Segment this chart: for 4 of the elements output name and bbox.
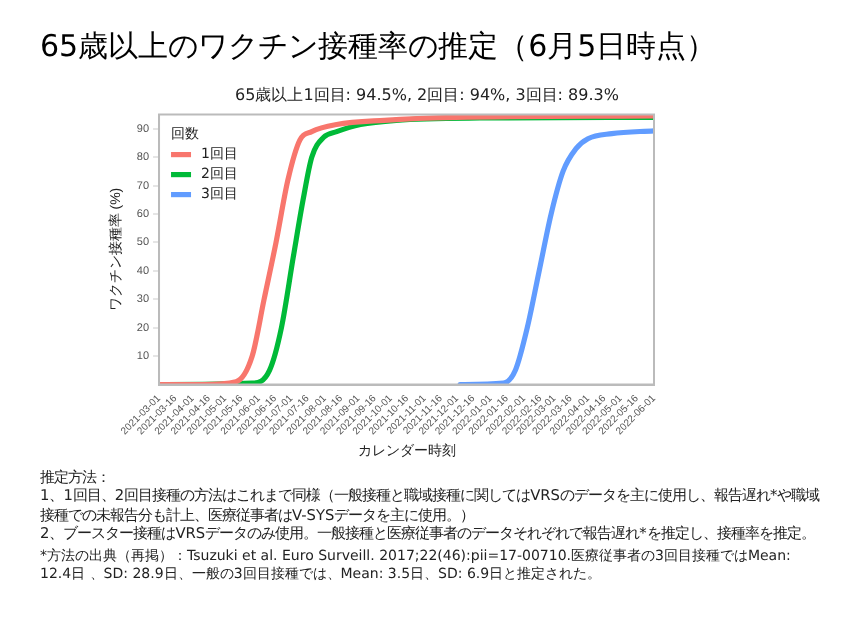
line-series — [159, 114, 654, 385]
chart-title: 65歳以上のワクチン接種率の推定（6月5日時点） — [40, 28, 717, 66]
chart-subtitle: 65歳以上1回目: 94.5%, 2回目: 94%, 3回目: 89.3% — [233, 84, 621, 106]
line-series — [457, 128, 654, 385]
